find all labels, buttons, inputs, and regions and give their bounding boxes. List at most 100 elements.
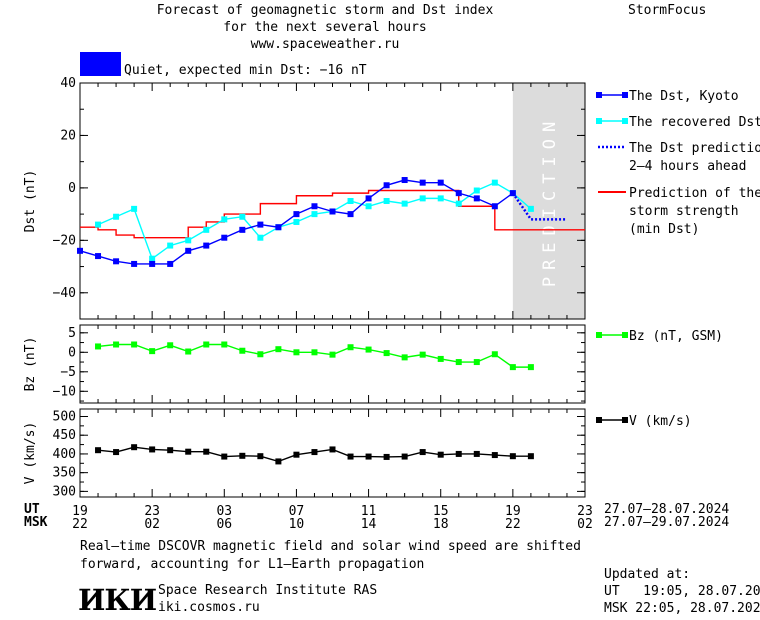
v-series-0-point	[365, 453, 372, 460]
dst-series-0-point	[329, 208, 336, 215]
xtick-ut-label: 15	[433, 504, 449, 519]
dst-series-0-point	[473, 195, 480, 202]
dst-legend-3-label: storm strength	[629, 204, 739, 219]
dst-series-1-point	[113, 213, 120, 220]
bz-series-0-point	[239, 347, 246, 354]
ut-label: UT	[24, 502, 40, 517]
title-line-1: Forecast of geomagnetic storm and Dst in…	[156, 3, 494, 18]
bz-series-0-point	[491, 351, 498, 358]
xtick-ut-label: 03	[216, 504, 232, 519]
bz-series-0-point	[311, 349, 318, 356]
dst-series-1-point	[167, 242, 174, 249]
iki-logo: ИКИ	[78, 583, 157, 617]
updated-label: Updated at:	[604, 567, 691, 582]
dst-series-2-line	[511, 192, 567, 221]
dst-series-1-point	[221, 216, 228, 223]
xtick-msk-label: 18	[433, 517, 449, 532]
dst-series-1-point	[491, 179, 498, 186]
v-ylabel: V (km/s)	[23, 422, 38, 485]
dst-series-1-point	[203, 226, 210, 233]
dst-ytick-label: −20	[53, 233, 76, 248]
status-text: Quiet, expected min Dst: −16 nT	[124, 63, 367, 78]
bz-series-0-point	[455, 359, 462, 366]
dst-ytick-label: 20	[60, 128, 76, 143]
xtick-msk-label: 22	[72, 517, 88, 532]
dst-legend-0-marker	[596, 92, 602, 98]
dst-series-1-point	[257, 234, 264, 241]
v-series-0-point	[329, 446, 336, 453]
dst-series-1-point	[149, 255, 156, 262]
footer-note-line-1: Real–time DSCOVR magnetic field and sola…	[80, 539, 581, 554]
dst-series-0-point	[347, 211, 354, 218]
v-series-0-point	[419, 449, 426, 456]
v-series-0-point	[221, 453, 228, 460]
bz-series-0-point	[203, 341, 210, 348]
v-legend-0-marker	[622, 417, 628, 423]
dst-series-0-point	[401, 177, 408, 184]
v-series-0-point	[401, 453, 408, 460]
institute-name: Space Research Institute RAS	[158, 583, 378, 598]
bz-series-0-point	[95, 343, 102, 350]
dst-series-1-point	[311, 211, 318, 218]
xtick-ut-label: 23	[144, 504, 160, 519]
dst-legend-0-marker	[622, 92, 628, 98]
dst-series-0-point	[311, 203, 318, 210]
dst-series-1-point	[473, 187, 480, 194]
bz-ytick-label: −10	[53, 384, 76, 399]
brand-label: StormFocus	[628, 3, 707, 18]
v-series-0-point	[95, 447, 102, 454]
bz-series-0-point	[329, 351, 336, 358]
xtick-ut-label: 19	[72, 504, 88, 519]
dst-series-1-point	[455, 200, 462, 207]
dst-series-1-point	[347, 198, 354, 204]
dst-series-1-point	[437, 195, 444, 202]
v-series-0-point	[167, 447, 174, 454]
v-legend-0-marker	[596, 417, 602, 423]
dst-series-1-point	[131, 205, 138, 212]
dst-series-0-point	[491, 203, 498, 210]
dst-series-3-line	[80, 189, 585, 239]
xtick-ut-label: 07	[289, 504, 305, 519]
dst-series-0-point	[257, 221, 264, 228]
title-line-2: for the next several hours	[223, 20, 427, 35]
v-series-0-point	[437, 451, 444, 458]
bz-series-0-point	[473, 359, 480, 366]
xtick-msk-label: 10	[289, 517, 305, 532]
dst-series-1-point	[293, 218, 300, 225]
dst-series-0-point	[437, 179, 444, 186]
dst-series-1-point	[185, 237, 192, 244]
v-ytick-label: 450	[53, 428, 76, 443]
bz-series-0-point	[167, 342, 174, 349]
xtick-msk-label: 06	[216, 517, 232, 532]
bz-series-0-point	[257, 351, 264, 358]
dst-legend-3-label: (min Dst)	[629, 222, 699, 237]
title-url: www.spaceweather.ru	[250, 37, 400, 52]
v-panel-frame	[79, 408, 586, 498]
bz-series-0-point	[437, 355, 444, 362]
bz-series-0-point	[419, 351, 426, 358]
msk-label: MSK	[24, 515, 48, 530]
dst-series-0-point	[419, 179, 426, 186]
updated-ut: UT 19:05, 28.07.2024	[604, 584, 760, 599]
v-ytick-label: 300	[53, 484, 76, 499]
v-series-0-point	[239, 452, 246, 459]
updated-msk: MSK 22:05, 28.07.2024	[604, 601, 760, 616]
dst-series-0-point	[455, 190, 462, 197]
dst-legend-0-label: The Dst, Kyoto	[629, 89, 739, 104]
dst-ytick-label: 0	[68, 181, 76, 196]
v-series-0-point	[149, 446, 156, 453]
dst-ytick-label: 40	[60, 76, 76, 91]
dst-legend-3-label: Prediction of the	[629, 186, 760, 201]
bz-legend-0-label: Bz (nT, GSM)	[629, 329, 723, 344]
dst-ytick-label: −40	[53, 286, 76, 301]
v-series-0-point	[275, 458, 282, 465]
xtick-ut-label: 11	[361, 504, 377, 519]
dst-series-0-point	[113, 258, 120, 265]
bz-series-0-point	[149, 348, 156, 355]
footer-note-line-2: forward, accounting for L1–Earth propaga…	[80, 557, 425, 572]
xtick-msk-label: 02	[144, 517, 160, 532]
bz-ytick-label: 0	[68, 345, 76, 360]
dst-series-1-point	[419, 195, 426, 202]
dst-ylabel: Dst (nT)	[23, 170, 38, 233]
